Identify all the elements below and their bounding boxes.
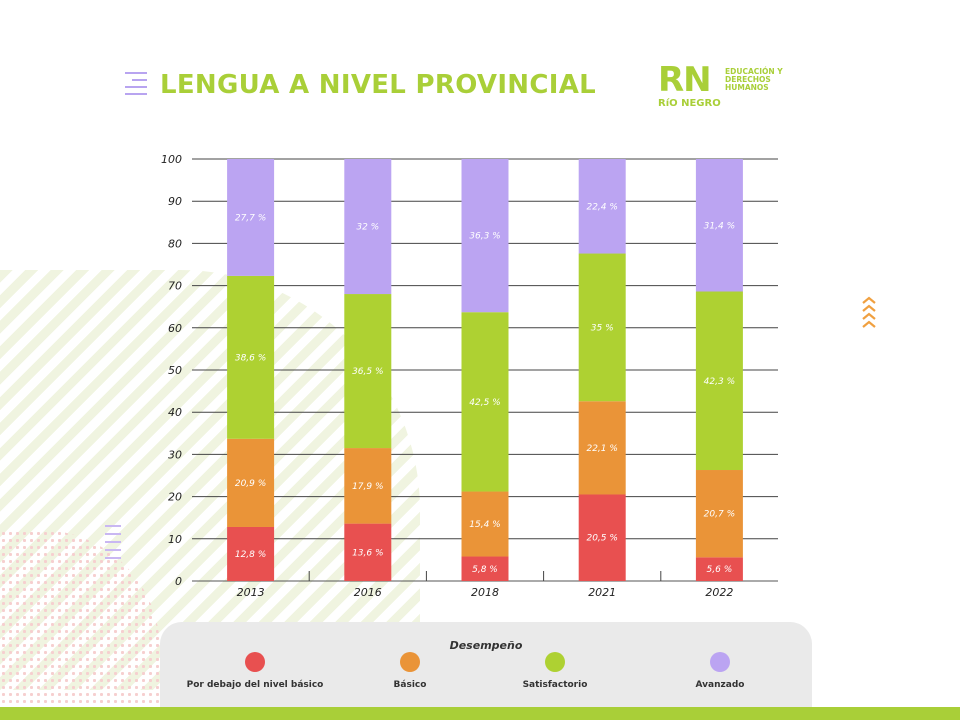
bar-segment bbox=[227, 526, 275, 581]
data-label: 22,1 % bbox=[586, 444, 617, 454]
data-label: 36,3 % bbox=[469, 232, 500, 242]
bar-segment bbox=[695, 470, 743, 558]
legend-label: Satisfactorio bbox=[522, 680, 588, 690]
legend-item: Básico bbox=[325, 652, 495, 690]
y-tick-label: 90 bbox=[168, 195, 182, 208]
bar-segment bbox=[344, 294, 392, 449]
y-tick-label: 80 bbox=[168, 237, 182, 250]
bar-segment bbox=[695, 159, 743, 292]
legend-label: Básico bbox=[393, 680, 427, 690]
legend-item: Satisfactorio bbox=[470, 652, 640, 690]
bottom-bar bbox=[0, 707, 960, 720]
x-tick-label: 2022 bbox=[705, 586, 733, 599]
legend-label: Por debajo del nivel básico bbox=[186, 680, 324, 690]
data-label: 17,9 % bbox=[352, 482, 383, 492]
y-tick-label: 70 bbox=[168, 280, 182, 293]
logo: RN RíO NEGRO EDUCACIÓN Y DERECHOS HUMANO… bbox=[658, 60, 798, 114]
data-label: 22,4 % bbox=[586, 202, 617, 212]
page-title: LENGUA A NIVEL PROVINCIAL bbox=[160, 70, 597, 100]
legend-swatch bbox=[400, 652, 420, 672]
y-tick-label: 60 bbox=[168, 322, 182, 335]
bar-segment bbox=[578, 494, 626, 581]
legend: Desempeño Por debajo del nivel básico Bás… bbox=[160, 622, 812, 707]
bar-segment bbox=[227, 159, 275, 276]
bar-segment bbox=[461, 491, 509, 557]
legend-item: Avanzado bbox=[635, 652, 805, 690]
y-tick-label: 0 bbox=[175, 575, 182, 588]
bar-segment bbox=[461, 312, 509, 492]
bar-segment bbox=[461, 556, 509, 581]
data-label: 20,7 % bbox=[704, 510, 735, 520]
legend-swatch bbox=[545, 652, 565, 672]
bar-segment bbox=[578, 401, 626, 495]
y-tick-label: 40 bbox=[168, 406, 182, 419]
data-label: 35 % bbox=[591, 323, 614, 333]
data-label: 5,8 % bbox=[472, 565, 498, 575]
chevrons-up-icon bbox=[862, 296, 876, 328]
bar-segment bbox=[578, 159, 626, 254]
logo-sub: RíO NEGRO bbox=[658, 98, 721, 109]
y-tick-label: 100 bbox=[161, 153, 182, 166]
data-label: 20,5 % bbox=[586, 534, 617, 544]
logo-text: EDUCACIÓN Y DERECHOS HUMANOS bbox=[725, 67, 783, 92]
data-label: 13,6 % bbox=[352, 548, 383, 558]
bar-segment bbox=[227, 438, 275, 527]
x-tick-label: 2016 bbox=[354, 586, 382, 599]
data-label: 31,4 % bbox=[704, 221, 735, 231]
x-tick-label: 2013 bbox=[237, 586, 265, 599]
bar-segment bbox=[344, 448, 392, 524]
data-label: 20,9 % bbox=[235, 479, 266, 489]
data-label: 27,7 % bbox=[235, 213, 266, 223]
legend-label: Avanzado bbox=[695, 680, 745, 690]
data-label: 42,3 % bbox=[704, 377, 735, 387]
bar-segment bbox=[344, 523, 392, 581]
legend-item: Por debajo del nivel básico bbox=[170, 652, 340, 690]
bar-segment bbox=[695, 291, 743, 471]
x-tick-label: 2021 bbox=[588, 586, 616, 599]
bar-segment bbox=[695, 557, 743, 581]
bar-segment bbox=[227, 275, 275, 439]
data-label: 12,8 % bbox=[235, 550, 266, 560]
y-tick-label: 50 bbox=[168, 364, 182, 377]
menu-lines-icon bbox=[125, 72, 147, 100]
data-label: 5,6 % bbox=[707, 565, 733, 575]
y-tick-label: 30 bbox=[168, 448, 182, 461]
logo-mark: RN bbox=[658, 60, 712, 100]
decorative-lines-icon bbox=[105, 525, 121, 565]
data-label: 42,5 % bbox=[469, 398, 500, 408]
bar-segment bbox=[578, 253, 626, 402]
bar-segment bbox=[461, 159, 509, 313]
y-tick-label: 10 bbox=[168, 533, 182, 546]
y-tick-label: 20 bbox=[168, 491, 182, 504]
x-tick-label: 2018 bbox=[471, 586, 499, 599]
legend-title: Desempeño bbox=[449, 639, 523, 652]
legend-swatch bbox=[710, 652, 730, 672]
data-label: 36,5 % bbox=[352, 367, 383, 377]
data-label: 15,4 % bbox=[469, 520, 500, 530]
data-label: 38,6 % bbox=[235, 353, 266, 363]
data-label: 32 % bbox=[356, 223, 379, 233]
legend-swatch bbox=[245, 652, 265, 672]
bar-segment bbox=[344, 159, 392, 295]
